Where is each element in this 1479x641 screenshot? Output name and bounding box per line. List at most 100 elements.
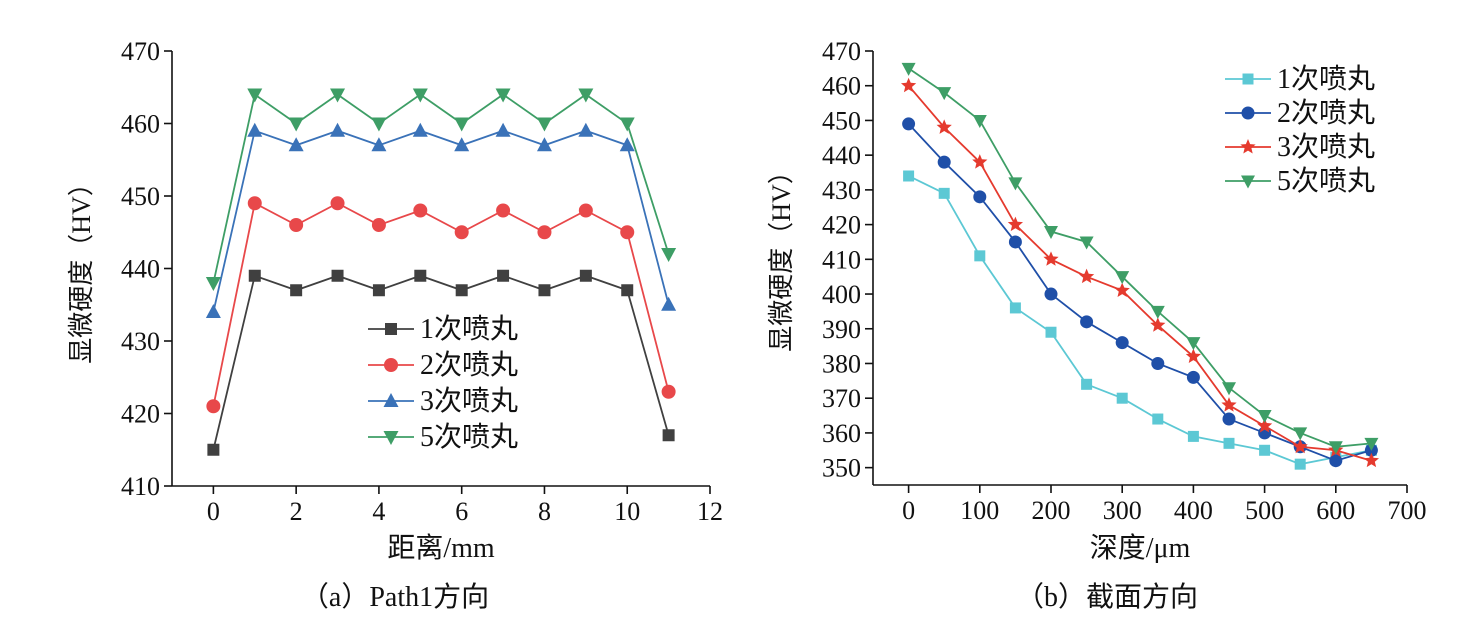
- chart-b-x-tick-label: 400: [1174, 496, 1213, 525]
- chart-b-data-point: [1185, 348, 1202, 364]
- chart-a-data-point: [290, 284, 303, 297]
- chart-b-y-tick-label: 390: [822, 315, 861, 344]
- chart-a-x-tick-label: 0: [207, 497, 220, 526]
- chart-a-series-line: [212, 129, 670, 313]
- chart-a-data-point: [247, 122, 263, 137]
- chart-b-data-point: [1256, 417, 1273, 433]
- chart-b-y-axis-title: 显微硬度（HV）: [767, 158, 796, 352]
- chart-b-data-point: [1008, 177, 1023, 191]
- chart-b-data-point: [900, 77, 917, 93]
- chart-b-data-point: [1081, 378, 1093, 390]
- chart-b-data-point: [1259, 444, 1271, 456]
- chart-a-y-tick-label: 460: [121, 110, 160, 139]
- chart-a-data-point: [330, 196, 345, 211]
- chart-a-legend-marker: [383, 393, 399, 407]
- chart-a-legend-label: 3次喷丸: [420, 385, 518, 417]
- chart-a-data-point: [454, 117, 470, 132]
- chart-a-data-point: [413, 203, 428, 218]
- chart-b-data-point: [1292, 438, 1308, 454]
- chart-b-data-point: [937, 87, 952, 101]
- chart-a-data-point: [371, 218, 386, 232]
- chart-b-x-tick-label: 300: [1103, 496, 1142, 525]
- chart-a-data-point: [661, 384, 676, 399]
- chart-a-legend-label: 1次喷丸: [420, 313, 518, 345]
- chart-b-data-point: [973, 190, 987, 204]
- chart-b-data-point: [1294, 458, 1306, 470]
- chart-a-data-point: [288, 137, 304, 152]
- chart-a-path1: 显微硬度（HV） 距离/mm （a）Path1方向 41042043044045…: [67, 37, 723, 613]
- chart-a-data-point: [620, 225, 635, 240]
- chart-b-data-point: [972, 154, 988, 169]
- chart-a-data-point: [497, 269, 510, 282]
- chart-b-data-point: [972, 114, 987, 128]
- chart-b-data-point: [937, 155, 951, 169]
- chart-b-data-point: [901, 62, 916, 76]
- chart-a-data-point: [330, 122, 346, 137]
- chart-b-x-tick-label: 500: [1245, 496, 1284, 525]
- chart-a-data-point: [619, 137, 635, 152]
- chart-b-x-axis-title: 深度/μm: [1090, 532, 1191, 564]
- chart-b-y-tick-label: 350: [822, 454, 861, 483]
- chart-a-y-tick-label: 430: [121, 327, 160, 356]
- chart-b-data-point: [1222, 412, 1236, 426]
- chart-b-y-tick-label: 470: [822, 37, 861, 66]
- chart-a-data-point: [247, 88, 263, 103]
- chart-b-data-point: [1080, 315, 1094, 329]
- chart-a-data-point: [331, 269, 344, 282]
- chart-b-data-point: [903, 170, 915, 182]
- chart-a-data-point: [536, 117, 552, 132]
- chart-b-y-tick-label: 380: [822, 349, 861, 378]
- chart-a-data-point: [538, 284, 551, 297]
- chart-a-data-point: [662, 429, 675, 442]
- chart-b-data-point: [1221, 397, 1237, 412]
- chart-b-y-tick-label: 410: [822, 245, 861, 274]
- chart-a-y-tick-label: 420: [121, 400, 160, 429]
- chart-a-series-2: [206, 196, 676, 414]
- chart-b-data-point: [1115, 271, 1130, 285]
- chart-a-data-point: [412, 88, 428, 103]
- chart-a-legend-marker: [385, 323, 397, 335]
- chart-b-legend-label: 1次喷丸: [1277, 63, 1375, 95]
- chart-b-legend-marker: [1241, 175, 1255, 189]
- chart-b-y-tick-label: 460: [822, 72, 861, 101]
- chart-a-x-tick-label: 12: [697, 497, 723, 526]
- chart-a-data-point: [537, 225, 552, 240]
- chart-b-series-4: [901, 62, 1379, 455]
- chart-b-data-point: [936, 119, 952, 134]
- chart-b-legend-marker: [1242, 73, 1254, 85]
- chart-b-legend-marker: [1240, 139, 1256, 154]
- chart-a-series-3: [205, 122, 677, 318]
- chart-b-legend-label: 3次喷丸: [1277, 131, 1375, 163]
- chart-b-data-point: [1009, 302, 1021, 314]
- chart-a-data-point: [495, 88, 511, 103]
- chart-a-x-tick-label: 2: [290, 497, 303, 526]
- chart-b-x-tick-label: 0: [902, 496, 915, 525]
- chart-a-legend-marker: [384, 358, 398, 372]
- chart-b-data-point: [1186, 337, 1201, 351]
- chart-a-data-point: [206, 399, 221, 414]
- chart-a-legend-marker: [383, 431, 399, 445]
- chart-a-data-point: [371, 117, 387, 132]
- chart-a-data-point: [536, 137, 552, 152]
- chart-a-x-tick-label: 8: [538, 497, 551, 526]
- chart-b-data-point: [1114, 282, 1130, 298]
- chart-b-data-point: [1293, 427, 1308, 441]
- chart-a-legend-label: 5次喷丸: [420, 421, 518, 453]
- chart-b-y-tick-label: 360: [822, 419, 861, 448]
- chart-a-data-point: [454, 137, 470, 152]
- chart-b-series-line: [908, 175, 1372, 466]
- chart-a-data-point: [578, 203, 593, 218]
- chart-b-x-tick-label: 200: [1032, 496, 1071, 525]
- chart-a-data-point: [661, 248, 677, 262]
- chart-b-series-line: [908, 67, 1372, 448]
- chart-b-data-point: [1044, 226, 1058, 240]
- chart-b-data-point: [1007, 216, 1024, 232]
- chart-a-data-point: [578, 122, 594, 137]
- chart-a-data-point: [619, 117, 635, 132]
- chart-a-series-1: [207, 269, 675, 456]
- chart-a-data-point: [289, 218, 304, 232]
- chart-b-data-point: [1329, 454, 1343, 468]
- chart-a-legend-label: 2次喷丸: [420, 349, 518, 381]
- chart-b-data-point: [1045, 326, 1057, 338]
- chart-b-data-point: [1008, 235, 1022, 249]
